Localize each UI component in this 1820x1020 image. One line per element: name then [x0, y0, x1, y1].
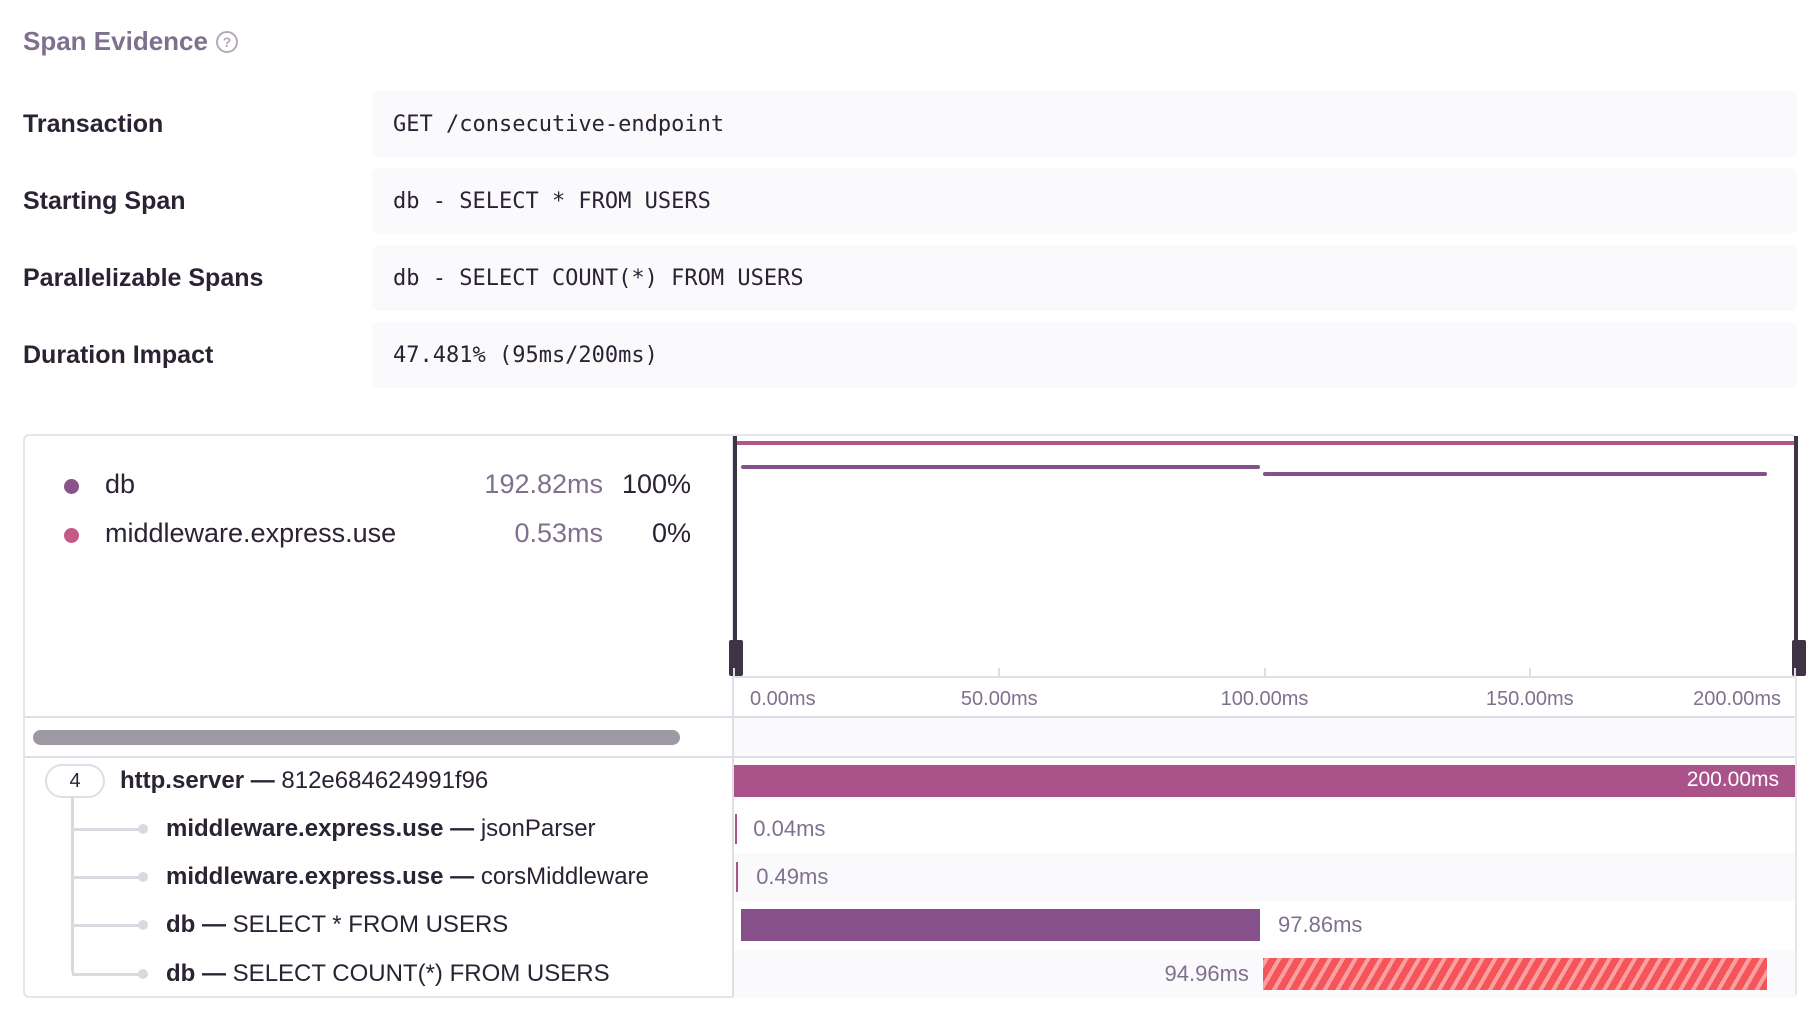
span-row-label[interactable]: db — SELECT COUNT(*) FROM USERS — [166, 960, 610, 988]
span-separator: — — [244, 767, 282, 794]
scroll-row-right — [734, 718, 1795, 756]
legend-duration: 0.53ms — [514, 518, 603, 548]
tree-node-dot — [138, 920, 148, 930]
collapse-children-toggle[interactable]: 4 — [45, 764, 105, 798]
axis-tick — [733, 668, 735, 676]
span-description: 812e684624991f96 — [281, 767, 489, 794]
span-duration-label: 200.00ms — [1686, 768, 1779, 791]
axis-tick-label: 150.00ms — [1485, 688, 1574, 710]
axis-tick — [1794, 668, 1796, 676]
span-op: http.server — [120, 767, 245, 794]
span-row-label[interactable]: middleware.express.use — jsonParser — [166, 815, 596, 843]
duration-impact-label: Duration Impact — [23, 341, 214, 369]
starting-span-label: Starting Span — [23, 187, 186, 215]
scrollbar-divider — [25, 756, 1795, 758]
middleware-color-dot — [64, 528, 79, 543]
time-axis: 0.00ms 50.00ms 100.00ms 150.00ms 200.00ms — [733, 668, 1796, 716]
section-title-text: Span Evidence — [23, 26, 208, 56]
legend-duration: 192.82ms — [484, 469, 603, 499]
span-op: db — [166, 911, 196, 938]
db-color-dot — [64, 479, 79, 494]
span-bar[interactable] — [735, 814, 738, 844]
span-description: SELECT COUNT(*) FROM USERS — [232, 960, 610, 987]
minimap-left-drag-handle[interactable] — [729, 640, 743, 676]
axis-tick — [1263, 668, 1266, 676]
span-row-label[interactable]: db — SELECT * FROM USERS — [166, 911, 508, 939]
span-description: jsonParser — [480, 815, 596, 842]
span-op: middleware.express.use — [166, 863, 444, 890]
duration-impact-value: 47.481% (95ms/200ms) — [372, 322, 1797, 388]
parallelizable-spans-value: db - SELECT COUNT(*) FROM USERS — [372, 245, 1797, 311]
legend-name: db — [105, 469, 136, 499]
axis-tick-label: 100.00ms — [1220, 688, 1309, 710]
minimap-span-line — [1262, 472, 1767, 476]
horizontal-scrollbar-thumb[interactable] — [33, 730, 680, 745]
span-row-label[interactable]: http.server — 812e684624991f96 — [120, 767, 488, 795]
span-row-label[interactable]: middleware.express.use — corsMiddleware — [166, 863, 649, 891]
transaction-value: GET /consecutive-endpoint — [372, 91, 1797, 157]
span-bar[interactable] — [735, 862, 739, 892]
header-divider — [25, 716, 1795, 718]
span-duration-label: 0.04ms — [753, 816, 826, 841]
span-separator: — — [443, 815, 481, 842]
row-background — [734, 853, 1795, 901]
section-title: Span Evidence ? — [23, 26, 238, 57]
span-separator: — — [195, 960, 233, 987]
transaction-label: Transaction — [23, 110, 164, 138]
axis-tick — [998, 668, 1001, 676]
axis-tick-label: 200.00ms — [1693, 688, 1781, 710]
starting-span-value: db - SELECT * FROM USERS — [372, 168, 1797, 234]
minimap-left-window-edge[interactable] — [733, 436, 737, 676]
span-op: middleware.express.use — [166, 815, 444, 842]
span-separator: — — [443, 863, 481, 890]
span-duration-label: 94.96ms — [1164, 961, 1249, 986]
span-bar[interactable] — [1262, 958, 1767, 990]
span-duration-label: 0.49ms — [756, 864, 829, 889]
tree-connector — [72, 828, 144, 831]
minimap[interactable] — [734, 436, 1797, 676]
axis-tick — [1528, 668, 1531, 676]
axis-line — [734, 676, 1795, 678]
span-duration-label: 97.86ms — [1278, 912, 1363, 937]
minimap-span-line — [734, 441, 1795, 445]
span-op: db — [166, 960, 196, 987]
tree-connector — [72, 973, 144, 976]
span-bar[interactable] — [734, 765, 1795, 797]
span-separator: — — [195, 911, 233, 938]
minimap-right-drag-handle[interactable] — [1792, 640, 1806, 676]
minimap-right-window-edge[interactable] — [1794, 436, 1798, 676]
legend-name: middleware.express.use — [105, 518, 397, 548]
parallelizable-spans-label: Parallelizable Spans — [23, 264, 264, 292]
span-description: corsMiddleware — [480, 863, 649, 890]
tree-connector — [72, 924, 144, 927]
tree-connector-vertical — [71, 798, 74, 974]
minimap-span-line — [740, 465, 1261, 469]
span-description: SELECT * FROM USERS — [232, 911, 509, 938]
legend-percent: 0% — [651, 518, 691, 548]
tree-connector — [72, 876, 144, 879]
question-circle-icon[interactable]: ? — [215, 30, 238, 53]
tree-node-dot — [138, 872, 148, 882]
tree-node-dot — [138, 969, 148, 979]
axis-tick-label: 0.00ms — [750, 688, 816, 710]
tree-node-dot — [138, 824, 148, 834]
axis-tick-label: 50.00ms — [960, 688, 1038, 710]
legend-percent: 100% — [621, 469, 691, 499]
span-bar[interactable] — [740, 909, 1261, 941]
